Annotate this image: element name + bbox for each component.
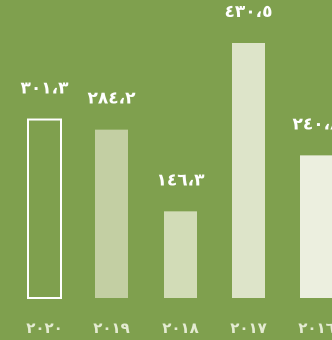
value-label-3: ٤٣٠،٥ (225, 2, 273, 22)
bar-1 (95, 129, 128, 298)
value-label-1: ٢٨٤،٢ (88, 89, 137, 109)
value-labels-group: ٣٠١،٣ ٢٨٤،٢ ١٤٦،٣ ٤٣٠،٥ ٢٤٠،٨ (21, 2, 332, 190)
category-label-3: ٢٠١٧ (230, 319, 267, 337)
value-label-2: ١٤٦،٣ (157, 170, 206, 190)
bar-2 (164, 211, 197, 298)
bar-4 (300, 155, 332, 298)
value-label-0: ٣٠١،٣ (21, 79, 70, 99)
value-label-4: ٢٤٠،٨ (293, 114, 332, 134)
bars-group (27, 43, 332, 299)
category-label-0: ٢٠٢٠ (26, 319, 63, 337)
category-label-2: ٢٠١٨ (162, 319, 199, 337)
category-label-1: ٢٠١٩ (93, 319, 130, 337)
bar-0 (27, 118, 62, 299)
category-label-4: ٢٠١٦ (298, 319, 332, 337)
category-labels-group: ٢٠٢٠ ٢٠١٩ ٢٠١٨ ٢٠١٧ ٢٠١٦ (26, 319, 332, 337)
bar-3 (232, 43, 265, 298)
